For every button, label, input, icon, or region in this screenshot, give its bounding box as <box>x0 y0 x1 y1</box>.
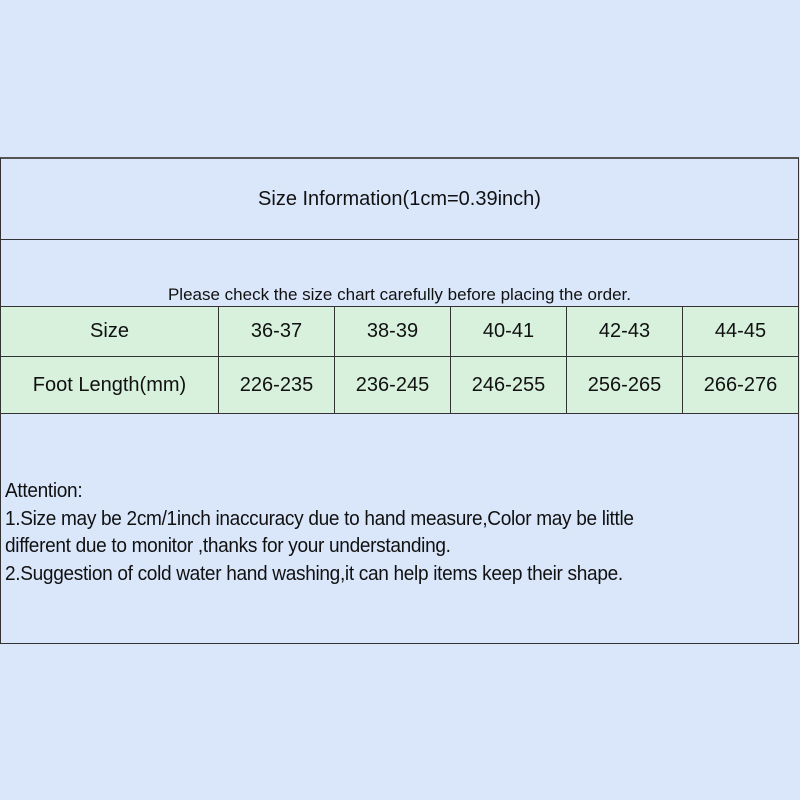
table-cell: 246-255 <box>450 356 567 414</box>
table-row-foot-length: Foot Length(mm) 226-235 236-245 246-255 … <box>1 356 798 414</box>
table-cell: 226-235 <box>218 356 335 414</box>
size-info-title: Size Information(1cm=0.39inch) <box>1 159 798 240</box>
row-label: Size <box>1 306 219 357</box>
row-label: Foot Length(mm) <box>1 356 219 414</box>
attention-heading: Attention: <box>5 479 83 502</box>
table-row-size: Size 36-37 38-39 40-41 42-43 44-45 <box>1 306 798 357</box>
table-cell: 36-37 <box>218 306 335 357</box>
attention-line: different due to monitor ,thanks for you… <box>5 534 451 557</box>
attention-line: 2.Suggestion of cold water hand washing,… <box>5 561 623 585</box>
attention-line: 1.Size may be 2cm/1inch inaccuracy due t… <box>5 506 634 530</box>
table-cell: 236-245 <box>334 356 451 414</box>
table-cell: 40-41 <box>450 306 567 357</box>
table-cell: 38-39 <box>334 306 451 357</box>
size-chart-note: Please check the size chart carefully be… <box>167 285 632 304</box>
table-cell: 256-265 <box>566 356 683 414</box>
size-info-panel: Size Information(1cm=0.39inch) Please ch… <box>0 157 799 644</box>
attention-notes: Attention: 1.Size may be 2cm/1inch inacc… <box>5 477 634 587</box>
table-cell: 42-43 <box>566 306 683 357</box>
table-cell: 266-276 <box>682 356 798 414</box>
size-table: Size 36-37 38-39 40-41 42-43 44-45 Foot … <box>1 306 798 414</box>
table-cell: 44-45 <box>682 306 798 357</box>
